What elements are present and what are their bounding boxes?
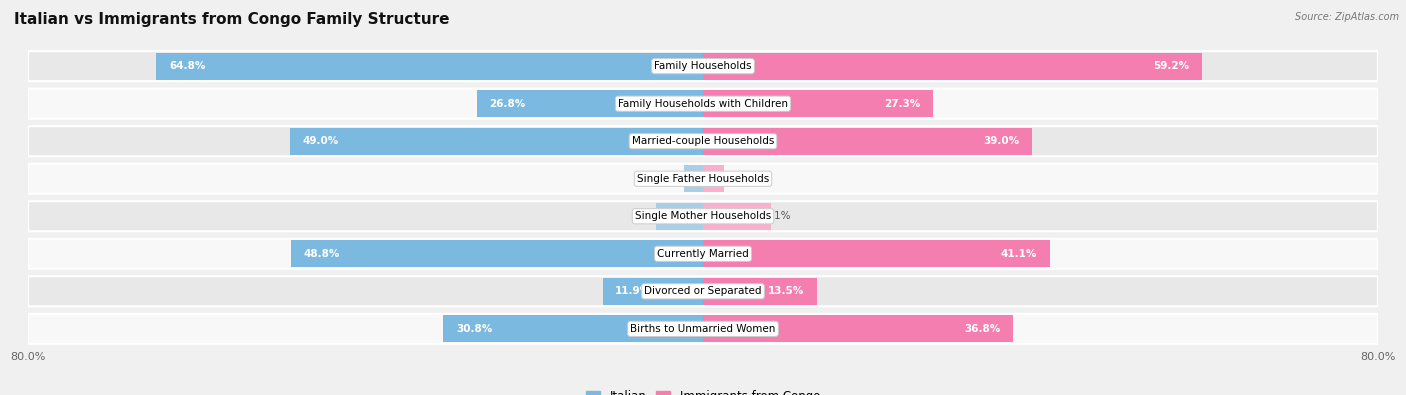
Text: 30.8%: 30.8% — [456, 324, 492, 334]
Bar — [655, 203, 703, 230]
Text: Family Households: Family Households — [654, 61, 752, 71]
Text: Italian vs Immigrants from Congo Family Structure: Italian vs Immigrants from Congo Family … — [14, 12, 450, 27]
Bar — [156, 53, 703, 80]
Bar — [685, 165, 703, 192]
Text: Currently Married: Currently Married — [657, 249, 749, 259]
Text: 36.8%: 36.8% — [965, 324, 1001, 334]
Text: Single Mother Households: Single Mother Households — [636, 211, 770, 221]
Text: 64.8%: 64.8% — [169, 61, 205, 71]
Text: 48.8%: 48.8% — [304, 249, 340, 259]
Text: 11.9%: 11.9% — [616, 286, 651, 296]
Bar — [703, 53, 1202, 80]
FancyBboxPatch shape — [28, 314, 1378, 344]
Text: 2.5%: 2.5% — [717, 174, 744, 184]
Bar — [703, 240, 1050, 267]
FancyBboxPatch shape — [28, 201, 1378, 231]
FancyBboxPatch shape — [28, 51, 1378, 81]
Text: 2.2%: 2.2% — [665, 174, 692, 184]
Bar — [703, 278, 817, 305]
Bar — [703, 165, 724, 192]
Text: 27.3%: 27.3% — [884, 99, 921, 109]
Text: Single Father Households: Single Father Households — [637, 174, 769, 184]
Text: 26.8%: 26.8% — [489, 99, 526, 109]
Bar — [290, 128, 703, 155]
Bar — [443, 315, 703, 342]
FancyBboxPatch shape — [28, 276, 1378, 307]
Bar — [703, 90, 934, 117]
Text: Family Households with Children: Family Households with Children — [619, 99, 787, 109]
Text: Births to Unmarried Women: Births to Unmarried Women — [630, 324, 776, 334]
FancyBboxPatch shape — [28, 126, 1378, 156]
Text: Source: ZipAtlas.com: Source: ZipAtlas.com — [1295, 12, 1399, 22]
Text: 13.5%: 13.5% — [768, 286, 804, 296]
Bar — [703, 128, 1032, 155]
Bar — [603, 278, 703, 305]
Text: 5.6%: 5.6% — [636, 211, 662, 221]
Text: 8.1%: 8.1% — [765, 211, 792, 221]
Text: 39.0%: 39.0% — [983, 136, 1019, 146]
Text: Divorced or Separated: Divorced or Separated — [644, 286, 762, 296]
FancyBboxPatch shape — [28, 239, 1378, 269]
Text: 41.1%: 41.1% — [1001, 249, 1038, 259]
Legend: Italian, Immigrants from Congo: Italian, Immigrants from Congo — [581, 385, 825, 395]
Bar — [703, 315, 1014, 342]
Text: 59.2%: 59.2% — [1154, 61, 1189, 71]
Text: 49.0%: 49.0% — [302, 136, 339, 146]
Bar — [703, 203, 772, 230]
FancyBboxPatch shape — [28, 89, 1378, 118]
Bar — [477, 90, 703, 117]
Bar — [291, 240, 703, 267]
Text: Married-couple Households: Married-couple Households — [631, 136, 775, 146]
FancyBboxPatch shape — [28, 164, 1378, 194]
